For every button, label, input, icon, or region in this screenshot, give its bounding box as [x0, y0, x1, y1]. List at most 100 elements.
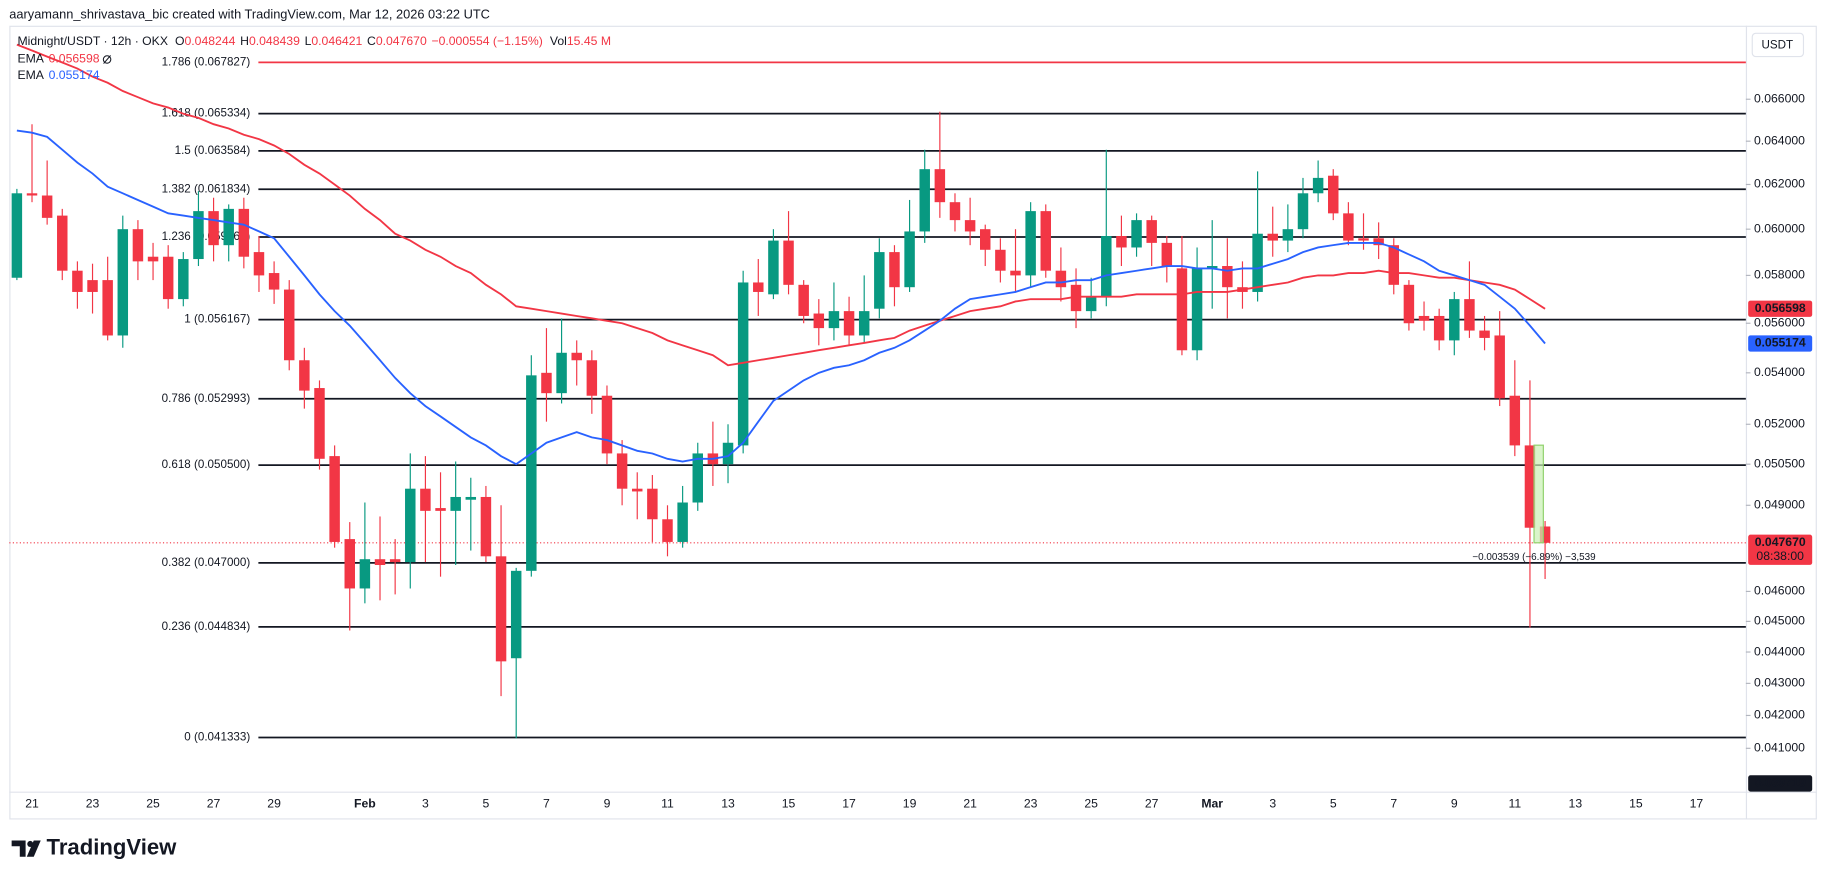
x-tick-label: 11: [661, 797, 674, 811]
legend-hidden-icon-slash: [103, 55, 111, 64]
candle-body: [768, 240, 779, 295]
x-tick-label: Feb: [354, 797, 376, 811]
y-tick-label: 0.066000: [1754, 91, 1805, 105]
candle-body: [1297, 193, 1309, 230]
ema-price-tag: [1748, 300, 1813, 317]
candle-body: [1206, 266, 1218, 269]
candle-body: [510, 570, 522, 659]
candle-body: [571, 352, 582, 361]
candle-body: [1025, 211, 1036, 276]
candle-body: [1358, 238, 1369, 241]
candle-body: [874, 252, 885, 309]
candle-body: [344, 539, 355, 589]
candle-body: [1191, 268, 1203, 351]
brand-logo-slash: [26, 840, 41, 857]
candle-body: [980, 229, 991, 250]
x-tick-label: 23: [86, 797, 100, 811]
x-tick-label: 15: [1629, 797, 1643, 811]
countdown-label: 08:38:00: [1756, 549, 1804, 563]
candle-body: [1479, 330, 1490, 338]
candle-body: [1343, 213, 1354, 241]
y-tick-label: 0.041000: [1754, 741, 1805, 755]
candle-body: [57, 215, 68, 271]
fib-label: 1.618 (0.065334): [162, 107, 251, 120]
candle-body: [1403, 284, 1415, 324]
candle-body: [450, 496, 461, 511]
x-tick-label: 9: [604, 797, 611, 811]
y-tick-label: 0.056000: [1754, 315, 1805, 329]
candle-body: [147, 256, 159, 262]
candle-body: [238, 208, 250, 257]
candle-body: [677, 502, 688, 542]
legend-key: C: [367, 34, 376, 48]
legend-key: O: [175, 34, 185, 48]
candle-body: [1509, 395, 1521, 446]
x-tick-label: 21: [25, 797, 39, 811]
x-tick-label: 5: [1330, 797, 1337, 811]
measure-box: [1533, 444, 1544, 544]
candle-body: [389, 559, 401, 563]
candle-body: [495, 556, 507, 662]
candle-body: [117, 229, 129, 336]
candle-body: [1161, 242, 1173, 267]
legend-main: Midnight/USDT · 12h · OKX O0.048244 H0.048…: [17, 34, 611, 48]
candle-body: [1373, 238, 1384, 246]
y-tick-label: 0.058000: [1754, 268, 1805, 282]
y-tick-label: 0.050500: [1754, 456, 1805, 470]
candle-body: [72, 270, 83, 292]
measure-label: −0.003539 (−6.89%) −3,539: [1472, 552, 1596, 563]
y-tick-label: 0.052000: [1754, 417, 1805, 431]
candle-body: [1433, 315, 1445, 341]
candle-body: [1085, 296, 1097, 312]
candle-body: [223, 208, 234, 246]
candle-body: [1539, 526, 1551, 543]
fib-label: 1.786 (0.067827): [162, 55, 251, 68]
currency-box: [1751, 32, 1805, 58]
candle-body: [753, 282, 764, 292]
fib-label: 0 (0.041333): [184, 731, 250, 744]
candle-body: [662, 519, 673, 542]
candle-body: [1101, 236, 1112, 297]
legend-ema-name: EMA: [17, 52, 44, 66]
candle-body: [102, 280, 113, 336]
ema-line: [16, 43, 1546, 367]
fib-label: 0.236 (0.044834): [162, 620, 251, 633]
last-price-tag: [1748, 534, 1813, 565]
candle-body: [329, 456, 340, 542]
legend-change: −0.000554 (−1.15%): [431, 34, 542, 48]
candle-body: [268, 273, 280, 290]
legend-ema-name: EMA: [17, 68, 44, 82]
x-tick-label: 5: [483, 797, 490, 811]
ema-line: [16, 129, 1546, 466]
x-tick-label: 19: [903, 797, 917, 811]
brand-logo-mark: [11, 840, 26, 857]
legend-symbol: Midnight/USDT · 12h · OKX: [17, 34, 168, 48]
legend-ema: EMA 0.056598: [17, 52, 99, 66]
candle-body: [1449, 299, 1460, 341]
candle-body: [1010, 270, 1021, 276]
candle-body: [798, 284, 809, 316]
candle-body: [283, 289, 295, 361]
x-tick-label: 17: [1690, 797, 1704, 811]
candle-body: [480, 496, 492, 557]
fib-label: 1.382 (0.061834): [162, 182, 251, 195]
x-tick-label: 21: [963, 797, 977, 811]
candle-body: [889, 252, 900, 288]
y-tick-label: 0.062000: [1754, 177, 1805, 191]
x-tick-label: 7: [1390, 797, 1397, 811]
candle-body: [919, 169, 930, 232]
candle-body: [526, 375, 537, 571]
candle-body: [435, 508, 446, 511]
candle-body: [843, 311, 855, 336]
y-tick-label: 0.042000: [1754, 708, 1805, 722]
candle-body: [1282, 229, 1294, 241]
candle-body: [1116, 236, 1127, 248]
legend-value: 0.046421: [311, 34, 362, 48]
candle-body: [314, 388, 325, 459]
candle-body: [1252, 233, 1263, 292]
candle-body: [1312, 177, 1324, 194]
legend-key: L: [305, 34, 312, 48]
x-tick-label: 27: [207, 797, 221, 811]
candle-body: [1131, 220, 1142, 248]
x-tick-label: 9: [1451, 797, 1458, 811]
